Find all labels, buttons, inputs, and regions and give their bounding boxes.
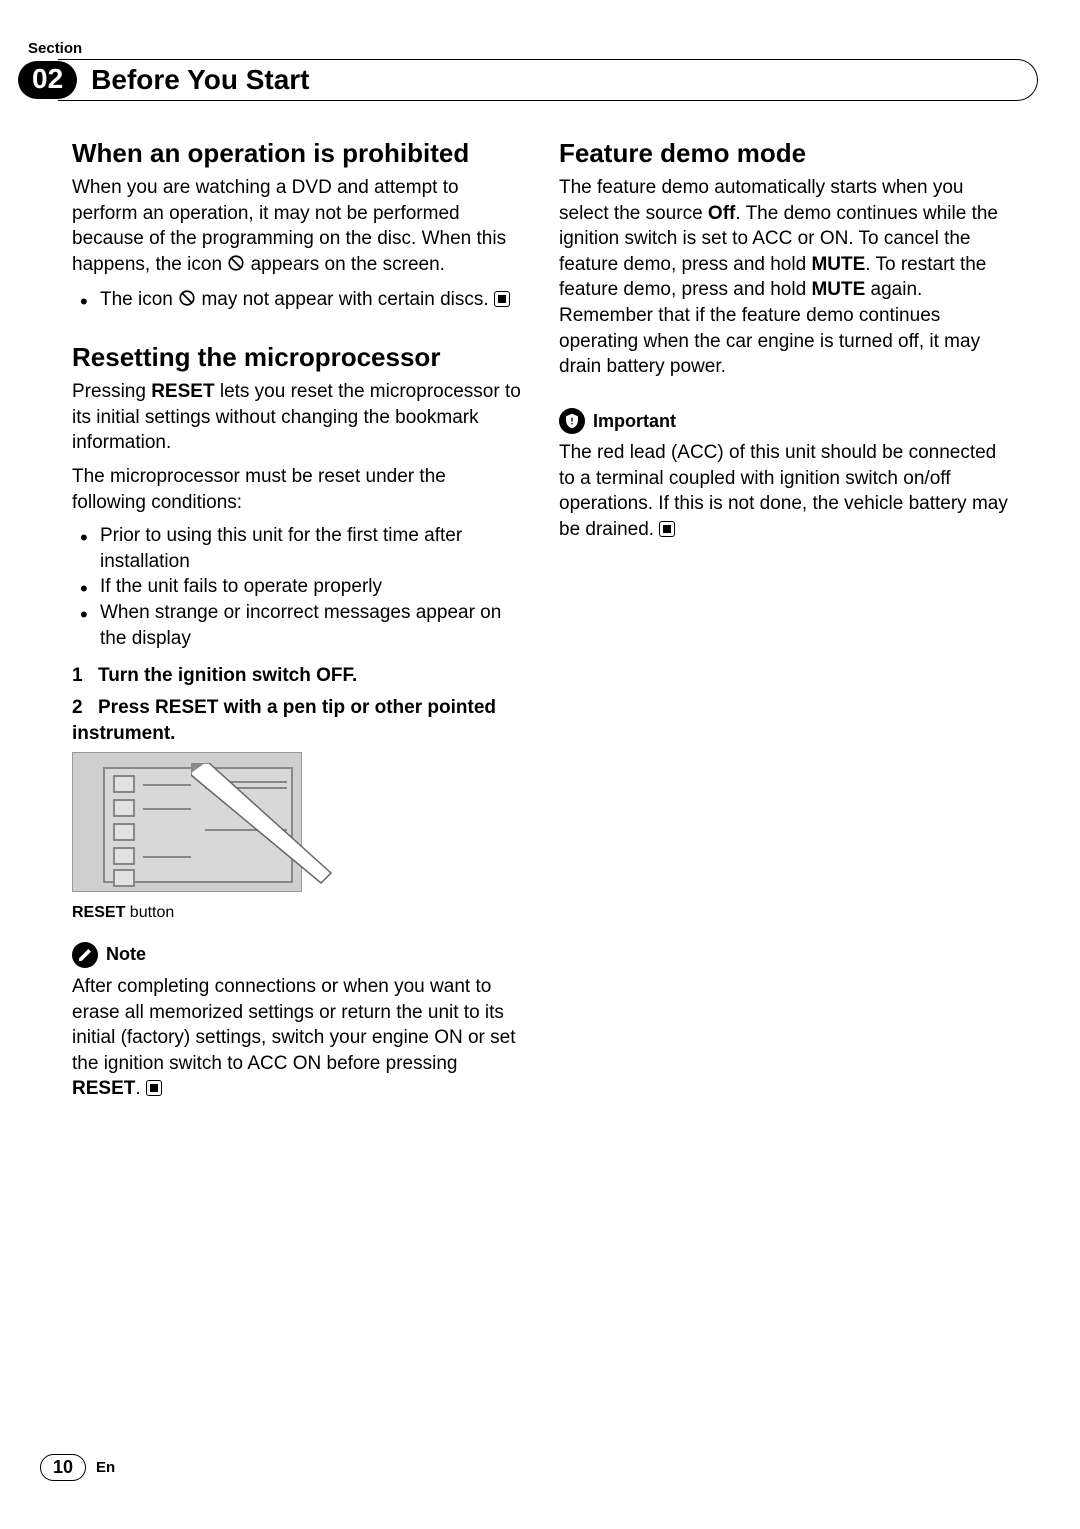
- step-1: 1Turn the ignition switch OFF.: [72, 663, 521, 689]
- demo-heading: Feature demo mode: [559, 139, 1008, 169]
- important-label: Important: [593, 411, 676, 432]
- language-code: En: [96, 1459, 115, 1476]
- end-mark-icon: [146, 1080, 162, 1096]
- reset-conditions-list: Prior to using this unit for the first t…: [72, 523, 521, 651]
- section-number-badge: 02: [18, 61, 77, 99]
- note-callout: Note: [72, 942, 521, 968]
- page-number: 10: [40, 1454, 86, 1481]
- important-section: Important The red lead (ACC) of this uni…: [559, 408, 1008, 543]
- note-label: Note: [106, 944, 146, 965]
- device-button: [113, 823, 135, 841]
- reset-p2: The microprocessor must be reset under t…: [72, 464, 521, 515]
- important-icon: [559, 408, 585, 434]
- important-callout: Important: [559, 408, 1008, 434]
- pen-illustration: [191, 763, 341, 913]
- manual-page: Section 02 Before You Start When an oper…: [0, 0, 1080, 1529]
- device-button: [113, 799, 135, 817]
- note-icon: [72, 942, 98, 968]
- right-column: Feature demo mode The feature demo autom…: [559, 139, 1008, 1130]
- prohibited-body: When you are watching a DVD and attempt …: [72, 175, 521, 280]
- prohibited-section: When an operation is prohibited When you…: [72, 139, 521, 315]
- device-button: [113, 869, 135, 887]
- list-item: Prior to using this unit for the first t…: [100, 523, 521, 574]
- prohibited-icon: [227, 254, 245, 280]
- header-rule: [58, 59, 1038, 101]
- prohibited-list: The icon may not appear with certain dis…: [72, 287, 521, 315]
- device-button: [113, 775, 135, 793]
- device-button: [113, 847, 135, 865]
- list-item: The icon may not appear with certain dis…: [100, 287, 521, 315]
- end-mark-icon: [494, 291, 510, 307]
- reset-heading: Resetting the microprocessor: [72, 343, 521, 373]
- important-body: The red lead (ACC) of this unit should b…: [559, 440, 1008, 543]
- prohibited-heading: When an operation is prohibited: [72, 139, 521, 169]
- list-item: If the unit fails to operate properly: [100, 574, 521, 600]
- reset-section: Resetting the microprocessor Pressing RE…: [72, 343, 521, 1102]
- content-columns: When an operation is prohibited When you…: [72, 139, 1008, 1130]
- section-label: Section: [28, 40, 1008, 57]
- page-footer: 10 En: [40, 1454, 115, 1481]
- prohibited-icon: [178, 289, 196, 315]
- device-line: [143, 856, 191, 858]
- chapter-header: 02 Before You Start: [18, 61, 1008, 99]
- step-2: 2Press RESET with a pen tip or other poi…: [72, 695, 521, 746]
- list-item: When strange or incorrect messages appea…: [100, 600, 521, 651]
- end-mark-icon: [659, 521, 675, 537]
- demo-body: The feature demo automatically starts wh…: [559, 175, 1008, 380]
- device-line: [143, 784, 191, 786]
- left-column: When an operation is prohibited When you…: [72, 139, 521, 1130]
- reset-button-figure: [72, 752, 302, 892]
- reset-p1: Pressing RESET lets you reset the microp…: [72, 379, 521, 456]
- device-line: [143, 808, 191, 810]
- note-body: After completing connections or when you…: [72, 974, 521, 1102]
- demo-section: Feature demo mode The feature demo autom…: [559, 139, 1008, 380]
